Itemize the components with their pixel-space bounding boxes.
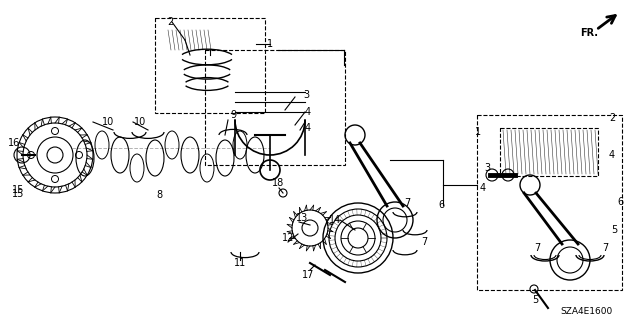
Text: 10: 10 bbox=[102, 117, 114, 127]
Text: 1: 1 bbox=[475, 127, 481, 137]
Text: 4: 4 bbox=[305, 123, 311, 133]
Text: 6: 6 bbox=[438, 200, 444, 210]
Text: 3: 3 bbox=[484, 163, 490, 173]
Text: 4: 4 bbox=[609, 150, 615, 160]
Text: 18: 18 bbox=[272, 178, 284, 188]
Text: SZA4E1600: SZA4E1600 bbox=[560, 308, 612, 316]
Text: 7: 7 bbox=[404, 198, 410, 208]
Text: 10: 10 bbox=[134, 117, 146, 127]
Text: 3: 3 bbox=[303, 90, 309, 100]
Text: 7: 7 bbox=[602, 243, 608, 253]
Text: 5: 5 bbox=[532, 295, 538, 305]
Text: 1: 1 bbox=[267, 39, 273, 49]
Text: 16: 16 bbox=[8, 138, 20, 148]
Text: 6: 6 bbox=[617, 197, 623, 207]
Text: 14: 14 bbox=[329, 215, 341, 225]
Text: 8: 8 bbox=[156, 190, 162, 200]
Text: 12: 12 bbox=[282, 233, 294, 243]
Text: 2: 2 bbox=[609, 113, 615, 123]
Text: 15: 15 bbox=[12, 185, 24, 195]
Text: FR.: FR. bbox=[580, 28, 598, 38]
Text: 5: 5 bbox=[611, 225, 617, 235]
Text: 4: 4 bbox=[305, 107, 311, 117]
Text: 17: 17 bbox=[302, 270, 314, 280]
Text: 15: 15 bbox=[12, 189, 24, 199]
Text: 13: 13 bbox=[296, 213, 308, 223]
Text: 4: 4 bbox=[480, 183, 486, 193]
Text: 11: 11 bbox=[234, 258, 246, 268]
Text: 2: 2 bbox=[167, 17, 173, 27]
Text: 9: 9 bbox=[230, 110, 236, 120]
Text: 7: 7 bbox=[534, 243, 540, 253]
Text: 7: 7 bbox=[421, 237, 427, 247]
